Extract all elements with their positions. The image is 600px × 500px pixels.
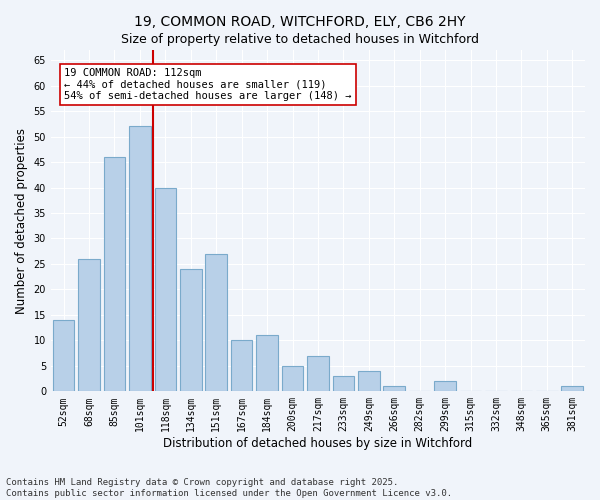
Text: 19, COMMON ROAD, WITCHFORD, ELY, CB6 2HY: 19, COMMON ROAD, WITCHFORD, ELY, CB6 2HY: [134, 15, 466, 29]
Text: Size of property relative to detached houses in Witchford: Size of property relative to detached ho…: [121, 32, 479, 46]
Bar: [562, 386, 583, 392]
Bar: [332, 376, 354, 392]
Text: Contains HM Land Registry data © Crown copyright and database right 2025.
Contai: Contains HM Land Registry data © Crown c…: [6, 478, 452, 498]
Bar: [78, 259, 100, 392]
Bar: [155, 188, 176, 392]
Bar: [358, 371, 380, 392]
Text: 19 COMMON ROAD: 112sqm
← 44% of detached houses are smaller (119)
54% of semi-de: 19 COMMON ROAD: 112sqm ← 44% of detached…: [64, 68, 352, 101]
Bar: [307, 356, 329, 392]
Bar: [256, 336, 278, 392]
Bar: [104, 157, 125, 392]
Y-axis label: Number of detached properties: Number of detached properties: [15, 128, 28, 314]
Bar: [231, 340, 253, 392]
Bar: [282, 366, 304, 392]
Bar: [129, 126, 151, 392]
Bar: [180, 269, 202, 392]
Bar: [53, 320, 74, 392]
Bar: [434, 381, 456, 392]
Bar: [383, 386, 405, 392]
Bar: [205, 254, 227, 392]
X-axis label: Distribution of detached houses by size in Witchford: Distribution of detached houses by size …: [163, 437, 473, 450]
